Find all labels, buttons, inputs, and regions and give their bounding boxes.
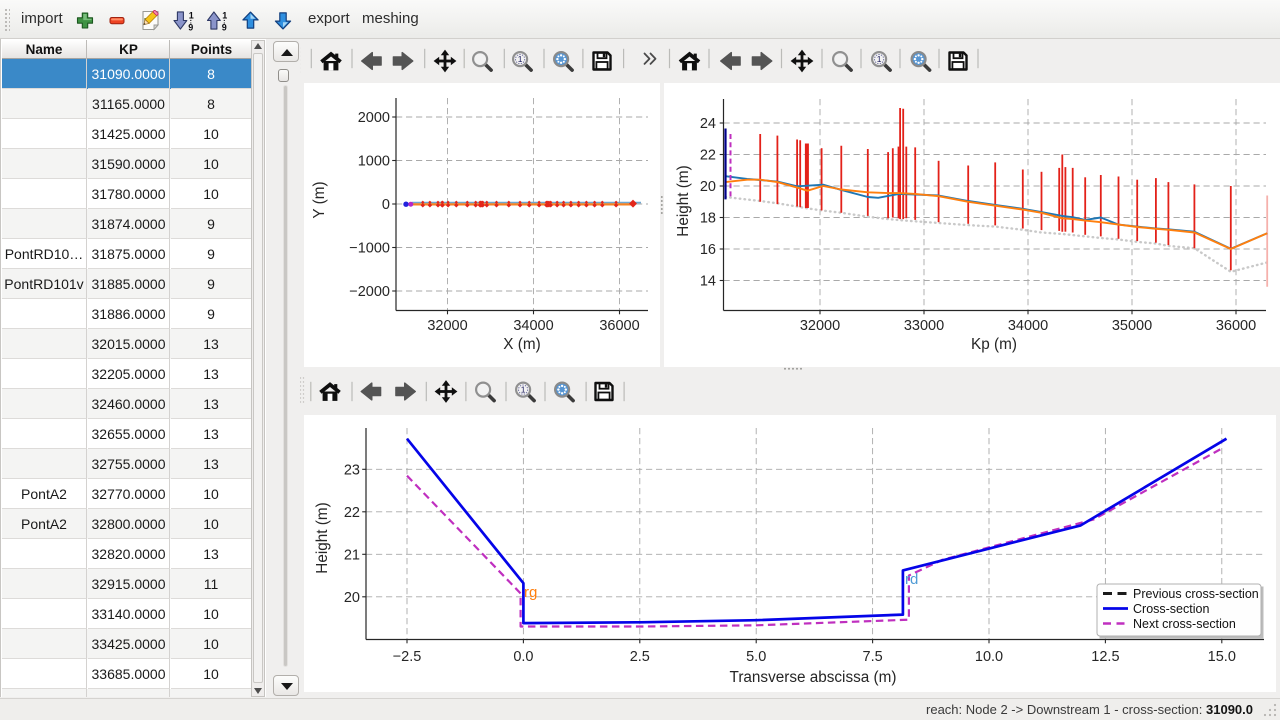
- svg-text:2.5: 2.5: [630, 649, 650, 665]
- svg-text:1: 1: [189, 11, 194, 21]
- svg-text:−2000: −2000: [349, 284, 390, 300]
- svg-text:Height (m): Height (m): [675, 165, 692, 236]
- svg-text:23: 23: [344, 462, 360, 478]
- svg-text:33000: 33000: [904, 318, 944, 334]
- svg-text:X (m): X (m): [503, 336, 540, 353]
- svg-text:22: 22: [344, 505, 360, 521]
- svg-text:35000: 35000: [1112, 318, 1152, 334]
- svg-text:12.5: 12.5: [1091, 649, 1119, 665]
- svg-text:rg: rg: [524, 584, 537, 601]
- svg-text:Height (m): Height (m): [314, 502, 331, 573]
- svg-text:36000: 36000: [599, 318, 639, 334]
- svg-text:Next cross-section: Next cross-section: [1133, 617, 1236, 631]
- svg-text:36000: 36000: [1216, 318, 1256, 334]
- svg-text:10.0: 10.0: [975, 649, 1003, 665]
- svg-text:−2.5: −2.5: [393, 649, 422, 665]
- svg-text:2000: 2000: [358, 110, 390, 126]
- svg-text:16: 16: [700, 242, 716, 258]
- svg-text:32000: 32000: [427, 318, 467, 334]
- svg-text:0: 0: [382, 197, 390, 213]
- svg-text:−1000: −1000: [349, 241, 390, 257]
- svg-text:Kp (m): Kp (m): [971, 336, 1017, 353]
- svg-text:1: 1: [518, 54, 523, 64]
- svg-text:0.0: 0.0: [513, 649, 533, 665]
- svg-text:9: 9: [188, 23, 193, 33]
- svg-text:Y (m): Y (m): [311, 181, 328, 218]
- svg-text:Transverse abscissa (m): Transverse abscissa (m): [730, 669, 897, 686]
- svg-text:1: 1: [877, 54, 882, 64]
- svg-text:34000: 34000: [513, 318, 553, 334]
- svg-text:9: 9: [222, 23, 227, 33]
- svg-text:20: 20: [344, 590, 360, 606]
- svg-text:Cross-section: Cross-section: [1133, 602, 1209, 616]
- svg-text:22: 22: [700, 148, 716, 164]
- svg-text:14: 14: [700, 274, 716, 290]
- svg-text:20: 20: [700, 179, 716, 195]
- svg-text:34000: 34000: [1008, 318, 1048, 334]
- svg-text:5.0: 5.0: [746, 649, 766, 665]
- svg-text:15.0: 15.0: [1208, 649, 1236, 665]
- svg-text:1000: 1000: [358, 154, 390, 170]
- svg-text:1: 1: [222, 11, 227, 21]
- svg-text:24: 24: [700, 116, 716, 132]
- svg-text:18: 18: [700, 211, 716, 227]
- svg-text:21: 21: [344, 547, 360, 563]
- svg-text:rd: rd: [905, 571, 918, 588]
- svg-text:7.5: 7.5: [863, 649, 883, 665]
- svg-text:32000: 32000: [800, 318, 840, 334]
- svg-text:Previous cross-section: Previous cross-section: [1133, 587, 1259, 601]
- svg-text:1: 1: [521, 385, 526, 395]
